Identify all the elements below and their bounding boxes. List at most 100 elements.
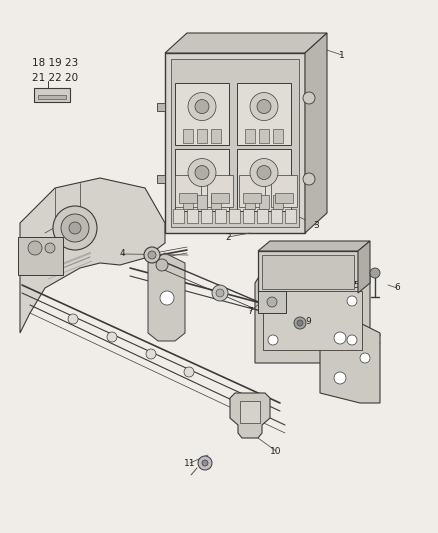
Circle shape [53, 206, 97, 250]
Text: 3: 3 [313, 221, 319, 230]
Circle shape [202, 460, 208, 466]
Bar [179, 193, 197, 203]
Circle shape [188, 93, 216, 120]
Bar [211, 193, 229, 203]
Circle shape [144, 247, 160, 263]
Bar [237, 149, 291, 211]
Bar [243, 209, 254, 223]
Circle shape [160, 291, 174, 305]
Text: 7: 7 [247, 306, 253, 316]
Circle shape [107, 332, 117, 342]
Circle shape [69, 222, 81, 234]
Bar [197, 195, 207, 209]
Polygon shape [20, 178, 165, 333]
Bar [201, 209, 212, 223]
Bar [275, 193, 293, 203]
Bar [271, 175, 297, 207]
Text: 4: 4 [119, 249, 125, 259]
Polygon shape [157, 103, 165, 111]
Text: 6: 6 [394, 284, 400, 293]
Bar [237, 83, 291, 145]
Bar [229, 209, 240, 223]
Bar [165, 53, 305, 233]
Text: 9: 9 [305, 318, 311, 327]
Polygon shape [165, 33, 327, 53]
Circle shape [347, 296, 357, 306]
Circle shape [184, 367, 194, 377]
Bar [239, 175, 265, 207]
Circle shape [257, 166, 271, 180]
Bar [175, 175, 201, 207]
Polygon shape [258, 241, 370, 251]
Bar [240, 401, 260, 423]
Polygon shape [230, 393, 270, 438]
Bar [207, 175, 233, 207]
Bar [175, 83, 229, 145]
Circle shape [188, 158, 216, 187]
Bar [197, 129, 207, 143]
Circle shape [28, 241, 42, 255]
Circle shape [294, 317, 306, 329]
Text: 18 19 23: 18 19 23 [32, 58, 78, 68]
Circle shape [250, 93, 278, 120]
Polygon shape [320, 323, 380, 403]
Bar [211, 195, 221, 209]
Circle shape [216, 289, 224, 297]
Bar [245, 129, 255, 143]
Bar [271, 209, 282, 223]
Circle shape [334, 332, 346, 344]
Bar [173, 209, 184, 223]
Circle shape [370, 268, 380, 278]
Text: 2: 2 [225, 232, 231, 241]
Bar [262, 255, 354, 289]
Bar [175, 149, 229, 211]
Bar [183, 129, 193, 143]
Polygon shape [255, 275, 370, 363]
Circle shape [45, 243, 55, 253]
Circle shape [61, 214, 89, 242]
Bar [259, 195, 269, 209]
Bar [215, 209, 226, 223]
Circle shape [68, 314, 78, 324]
Circle shape [334, 372, 346, 384]
Polygon shape [305, 33, 327, 233]
Circle shape [303, 173, 315, 185]
Text: 1: 1 [339, 51, 345, 60]
Circle shape [198, 456, 212, 470]
Bar [273, 129, 283, 143]
Bar [171, 59, 299, 227]
Polygon shape [148, 253, 185, 341]
Bar [183, 195, 193, 209]
Bar [18, 237, 63, 275]
Text: 11: 11 [184, 458, 196, 467]
Text: 21 22 20: 21 22 20 [32, 73, 78, 83]
Bar [257, 209, 268, 223]
Bar [258, 291, 286, 313]
Circle shape [297, 320, 303, 326]
Bar [259, 129, 269, 143]
Bar [211, 129, 221, 143]
Circle shape [250, 158, 278, 187]
Bar [258, 251, 358, 293]
Bar [38, 95, 66, 99]
Circle shape [195, 166, 209, 180]
Bar [187, 209, 198, 223]
Bar [273, 195, 283, 209]
Circle shape [195, 100, 209, 114]
Circle shape [156, 259, 168, 271]
Circle shape [257, 100, 271, 114]
Circle shape [212, 285, 228, 301]
Bar [243, 193, 261, 203]
Bar [285, 209, 296, 223]
Circle shape [146, 349, 156, 359]
Polygon shape [157, 175, 165, 183]
Circle shape [303, 92, 315, 104]
Text: 5: 5 [353, 280, 359, 289]
Circle shape [360, 353, 370, 363]
Circle shape [347, 335, 357, 345]
Bar [34, 88, 70, 102]
Circle shape [268, 296, 278, 306]
Polygon shape [358, 241, 370, 293]
Bar [263, 291, 362, 350]
Bar [245, 195, 255, 209]
